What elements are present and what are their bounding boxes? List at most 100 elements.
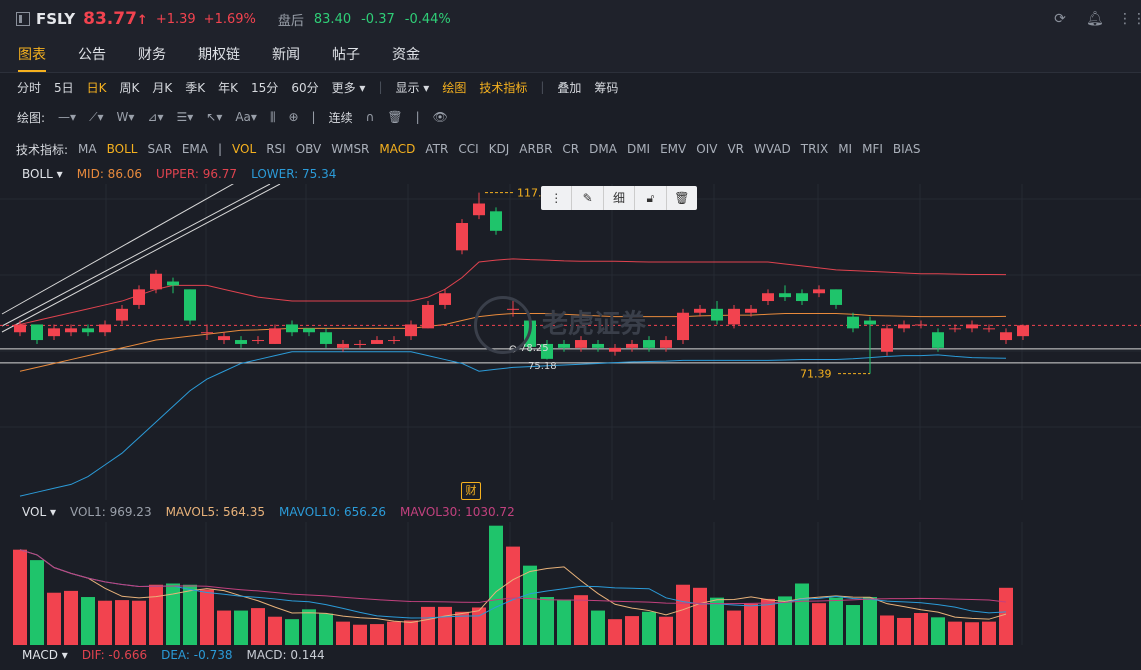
tech-indicator-toggle[interactable]: 技术指标 bbox=[479, 80, 528, 95]
ind-oiv[interactable]: OIV bbox=[696, 142, 718, 156]
volume-bar bbox=[183, 584, 197, 645]
candle-body bbox=[31, 324, 43, 341]
candle-body bbox=[184, 289, 196, 321]
panel-toggle-icon[interactable] bbox=[16, 12, 30, 26]
tab-financials[interactable]: 财务 bbox=[138, 47, 166, 63]
ind-atr[interactable]: ATR bbox=[425, 142, 449, 156]
ind-mfi[interactable]: MFI bbox=[862, 142, 883, 156]
magnet-icon[interactable]: ∩ bbox=[365, 110, 375, 124]
period-weekly[interactable]: 周K bbox=[119, 80, 140, 95]
volume-bar bbox=[81, 597, 95, 645]
period-intraday[interactable]: 分时 bbox=[17, 80, 42, 95]
volume-bar bbox=[948, 621, 962, 645]
volume-bar bbox=[744, 603, 758, 645]
volume-chart[interactable] bbox=[0, 522, 1141, 645]
ind-obv[interactable]: OBV bbox=[295, 142, 322, 156]
volume-bar bbox=[931, 617, 945, 645]
wave-tool-icon[interactable]: W▾ bbox=[116, 110, 135, 124]
boll-dropdown[interactable]: BOLL ▾ bbox=[22, 167, 63, 181]
vol1: VOL1: 969.23 bbox=[69, 505, 152, 519]
tab-announcements[interactable]: 公告 bbox=[78, 47, 106, 63]
tab-chart[interactable]: 图表 bbox=[18, 38, 46, 72]
ind-emv[interactable]: EMV bbox=[660, 142, 687, 156]
vol-dropdown[interactable]: VOL ▾ bbox=[22, 505, 56, 519]
line-value-label: 78.25 bbox=[520, 343, 549, 354]
trash-icon[interactable]: 🗑︎ bbox=[387, 110, 403, 124]
display-dropdown[interactable]: 显示 ▾ bbox=[395, 80, 430, 95]
chips-button[interactable]: 筹码 bbox=[594, 80, 619, 95]
ind-boll[interactable]: BOLL bbox=[106, 142, 138, 156]
arrow-tool-icon[interactable]: ↖▾ bbox=[206, 110, 223, 124]
fib-tool-icon[interactable]: ⊿▾ bbox=[147, 110, 164, 124]
volume-bar bbox=[251, 608, 265, 645]
period-daily[interactable]: 日K bbox=[86, 80, 107, 95]
line-tool-icon[interactable]: —▾ bbox=[58, 110, 77, 124]
ind-cr[interactable]: CR bbox=[562, 142, 580, 156]
volume-bar bbox=[438, 606, 452, 645]
trendline-tool-icon[interactable]: ⟋▾ bbox=[89, 109, 104, 124]
drag-handle-icon[interactable]: ⋮ bbox=[541, 186, 573, 210]
ind-dma[interactable]: DMA bbox=[589, 142, 617, 156]
ind-ema[interactable]: EMA bbox=[181, 142, 208, 156]
price-change: +1.39 bbox=[155, 11, 196, 27]
period-5day[interactable]: 5日 bbox=[54, 80, 74, 95]
ind-vr[interactable]: VR bbox=[727, 142, 744, 156]
volume-bar bbox=[506, 546, 520, 645]
volume-bar bbox=[285, 619, 299, 645]
period-60min[interactable]: 60分 bbox=[291, 80, 319, 95]
candle-body bbox=[99, 324, 111, 333]
tab-options-chain[interactable]: 期权链 bbox=[198, 47, 240, 63]
ind-vol[interactable]: VOL bbox=[232, 142, 257, 156]
volume-bar bbox=[914, 613, 928, 645]
eye-icon[interactable]: 👁︎ bbox=[432, 110, 448, 124]
volume-bar bbox=[115, 600, 129, 645]
lock-icon[interactable]: 🔓︎ bbox=[635, 186, 667, 210]
volume-bar bbox=[13, 549, 27, 645]
ind-arbr[interactable]: ARBR bbox=[519, 142, 553, 156]
grid-tool-icon[interactable]: ☰▾ bbox=[176, 110, 194, 124]
ind-ma[interactable]: MA bbox=[78, 142, 97, 156]
ind-wmsr[interactable]: WMSR bbox=[331, 142, 370, 156]
ind-kdj[interactable]: KDJ bbox=[488, 142, 510, 156]
ind-dmi[interactable]: DMI bbox=[626, 142, 651, 156]
ind-cci[interactable]: CCI bbox=[458, 142, 479, 156]
price-change-pct: +1.69% bbox=[203, 11, 256, 27]
period-quarterly[interactable]: 季K bbox=[185, 80, 206, 95]
ind-sar[interactable]: SAR bbox=[147, 142, 172, 156]
candle-body bbox=[813, 289, 825, 294]
volume-bar bbox=[880, 615, 894, 645]
continuous-draw-button[interactable]: 连续 bbox=[328, 110, 353, 125]
period-monthly[interactable]: 月K bbox=[152, 80, 173, 95]
pencil-icon[interactable]: ✎ bbox=[572, 186, 604, 210]
tab-posts[interactable]: 帖子 bbox=[332, 47, 360, 63]
delete-icon[interactable]: 🗑︎ bbox=[674, 191, 690, 205]
financial-event-badge[interactable]: 财 bbox=[461, 482, 481, 500]
ind-macd[interactable]: MACD bbox=[379, 142, 416, 156]
ruler-tool-icon[interactable]: ⫼ bbox=[269, 109, 276, 124]
ind-wvad[interactable]: WVAD bbox=[754, 142, 791, 156]
boll-mid: MID: 86.06 bbox=[76, 167, 143, 181]
bell-icon[interactable]: 🔔︎ bbox=[1086, 11, 1104, 27]
macd-dropdown[interactable]: MACD ▾ bbox=[22, 648, 68, 662]
tab-news[interactable]: 新闻 bbox=[272, 47, 300, 63]
refresh-icon[interactable]: ⟳ bbox=[1054, 11, 1066, 27]
period-more-dropdown[interactable]: 更多 ▾ bbox=[331, 80, 366, 95]
volume-bar bbox=[829, 597, 843, 645]
volume-bar bbox=[761, 598, 775, 645]
overlay-button[interactable]: 叠加 bbox=[557, 80, 582, 95]
ind-rsi[interactable]: RSI bbox=[266, 142, 286, 156]
draw-toggle[interactable]: 绘图 bbox=[442, 80, 467, 95]
ind-bias[interactable]: BIAS bbox=[892, 142, 921, 156]
candle-body bbox=[881, 328, 893, 352]
candle-body bbox=[133, 289, 145, 305]
line-width-button[interactable]: 细 bbox=[604, 186, 636, 210]
tab-capital-flow[interactable]: 资金 bbox=[392, 47, 420, 63]
volume-bar bbox=[455, 611, 469, 645]
text-tool-icon[interactable]: Aa▾ bbox=[235, 110, 257, 124]
ind-trix[interactable]: TRIX bbox=[800, 142, 829, 156]
ind-mi[interactable]: MI bbox=[838, 142, 853, 156]
zoom-icon[interactable]: ⊕ bbox=[288, 110, 299, 124]
grid-menu-icon[interactable]: ⋮⋮ bbox=[1118, 11, 1141, 27]
period-15min[interactable]: 15分 bbox=[251, 80, 279, 95]
period-yearly[interactable]: 年K bbox=[218, 80, 239, 95]
